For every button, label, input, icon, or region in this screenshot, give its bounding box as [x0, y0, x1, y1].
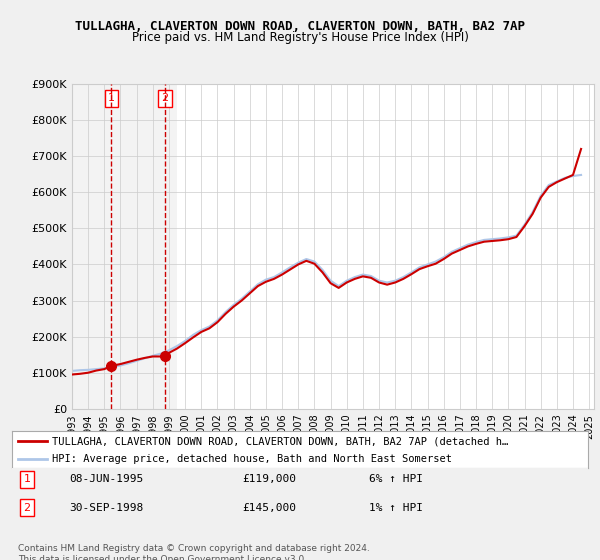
Text: 08-JUN-1995: 08-JUN-1995: [70, 474, 144, 484]
Text: HPI: Average price, detached house, Bath and North East Somerset: HPI: Average price, detached house, Bath…: [52, 454, 452, 464]
Text: 2: 2: [23, 502, 31, 512]
Text: Price paid vs. HM Land Registry's House Price Index (HPI): Price paid vs. HM Land Registry's House …: [131, 31, 469, 44]
Text: 1% ↑ HPI: 1% ↑ HPI: [369, 502, 423, 512]
Text: TULLAGHA, CLAVERTON DOWN ROAD, CLAVERTON DOWN, BATH, BA2 7AP (detached h…: TULLAGHA, CLAVERTON DOWN ROAD, CLAVERTON…: [52, 436, 509, 446]
Text: £119,000: £119,000: [242, 474, 296, 484]
Text: 30-SEP-1998: 30-SEP-1998: [70, 502, 144, 512]
Text: 1: 1: [23, 474, 31, 484]
Text: 1: 1: [108, 94, 115, 104]
Text: TULLAGHA, CLAVERTON DOWN ROAD, CLAVERTON DOWN, BATH, BA2 7AP: TULLAGHA, CLAVERTON DOWN ROAD, CLAVERTON…: [75, 20, 525, 32]
Bar: [72, 84, 177, 409]
Text: £145,000: £145,000: [242, 502, 296, 512]
Text: 2: 2: [161, 94, 169, 104]
Text: 6% ↑ HPI: 6% ↑ HPI: [369, 474, 423, 484]
Text: Contains HM Land Registry data © Crown copyright and database right 2024.
This d: Contains HM Land Registry data © Crown c…: [18, 544, 370, 560]
